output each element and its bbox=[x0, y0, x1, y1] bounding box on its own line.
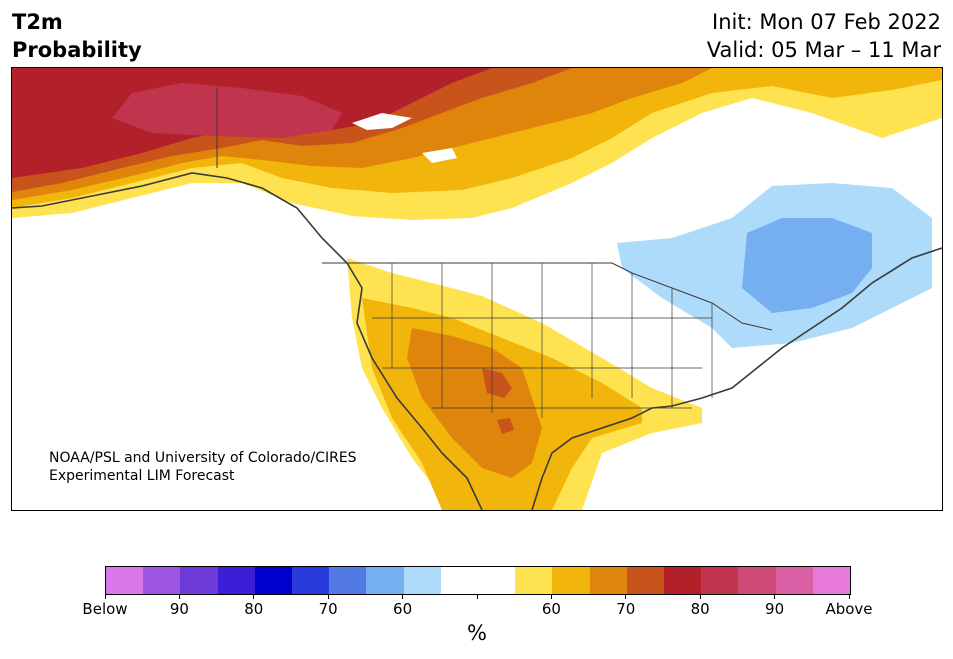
colorbar-tick-label: 90 bbox=[765, 600, 785, 618]
colorbar-cell bbox=[366, 567, 404, 594]
colorbar-cell bbox=[440, 567, 479, 594]
colorbar-cell bbox=[143, 567, 181, 594]
band-blue-ne bbox=[742, 218, 872, 313]
colorbar-cell bbox=[217, 567, 255, 594]
colorbar-cell bbox=[292, 567, 330, 594]
colorbar-cell bbox=[254, 567, 293, 594]
colorbar-tick-mark bbox=[253, 594, 255, 599]
colorbar-tick-label: 90 bbox=[169, 600, 189, 618]
credit-line-2: Experimental LIM Forecast bbox=[49, 468, 235, 484]
forecast-dates: Init: Mon 07 Feb 2022 Valid: 05 Mar – 11… bbox=[707, 8, 941, 64]
colorbar-cell bbox=[701, 567, 739, 594]
valid-date: Valid: 05 Mar – 11 Mar bbox=[706, 38, 941, 62]
credit-line-1: NOAA/PSL and University of Colorado/CIRE… bbox=[49, 450, 357, 466]
colorbar-cell bbox=[515, 567, 553, 594]
colorbar-tick-label: 70 bbox=[616, 600, 636, 618]
colorbar-tick-label: 80 bbox=[690, 600, 710, 618]
colorbar-tick-mark bbox=[104, 594, 106, 599]
colorbar-tick-label: 60 bbox=[393, 600, 413, 618]
colorbar-unit: % bbox=[467, 621, 487, 645]
colorbar-tick-mark bbox=[699, 594, 701, 599]
band-orange-sw bbox=[407, 328, 542, 478]
colorbar-tick-label: Below bbox=[82, 600, 128, 618]
probability-map bbox=[12, 68, 942, 510]
colorbar-tick-mark bbox=[402, 594, 404, 599]
colorbar-tick-label: Above bbox=[825, 600, 873, 618]
colorbar-cell bbox=[738, 567, 776, 594]
colorbar-cell bbox=[403, 567, 441, 594]
colorbar-cell bbox=[626, 567, 665, 594]
map-panel: NOAA/PSL and University of Colorado/CIRE… bbox=[11, 67, 943, 511]
colorbar-tick-mark bbox=[550, 594, 552, 599]
title-line-2: Probability bbox=[12, 38, 142, 62]
credit-text: NOAA/PSL and University of Colorado/CIRE… bbox=[49, 449, 357, 485]
coastline bbox=[12, 172, 942, 510]
colorbar bbox=[105, 566, 851, 595]
band-crimson-alaska bbox=[112, 83, 342, 138]
map-title: T2m Probability bbox=[12, 8, 142, 64]
title-line-1: T2m bbox=[12, 10, 63, 34]
colorbar-cell bbox=[589, 567, 627, 594]
colorbar-cell bbox=[812, 567, 851, 594]
band-rust-sw-2 bbox=[497, 418, 514, 434]
colorbar-tick-label: 70 bbox=[318, 600, 338, 618]
state-lines bbox=[372, 263, 713, 418]
colorbar-cell bbox=[180, 567, 218, 594]
colorbar-cell bbox=[106, 567, 144, 594]
init-date: Init: Mon 07 Feb 2022 bbox=[712, 10, 941, 34]
band-rust-sw bbox=[482, 368, 512, 398]
colorbar-tick-mark bbox=[327, 594, 329, 599]
colorbar-tick-mark bbox=[774, 594, 776, 599]
colorbar-cell bbox=[552, 567, 590, 594]
colorbar-tick-mark bbox=[625, 594, 627, 599]
colorbar-cell bbox=[664, 567, 702, 594]
colorbar-cell bbox=[775, 567, 813, 594]
lake-2 bbox=[422, 148, 457, 163]
colorbar-tick-mark bbox=[848, 594, 850, 599]
colorbar-cell bbox=[329, 567, 367, 594]
colorbar-tick-mark bbox=[178, 594, 180, 599]
colorbar-tick-mark bbox=[476, 594, 478, 599]
colorbar-cell bbox=[478, 567, 516, 594]
colorbar-tick-label: 60 bbox=[541, 600, 561, 618]
lake-1 bbox=[352, 113, 412, 130]
colorbar-tick-label: 80 bbox=[244, 600, 264, 618]
